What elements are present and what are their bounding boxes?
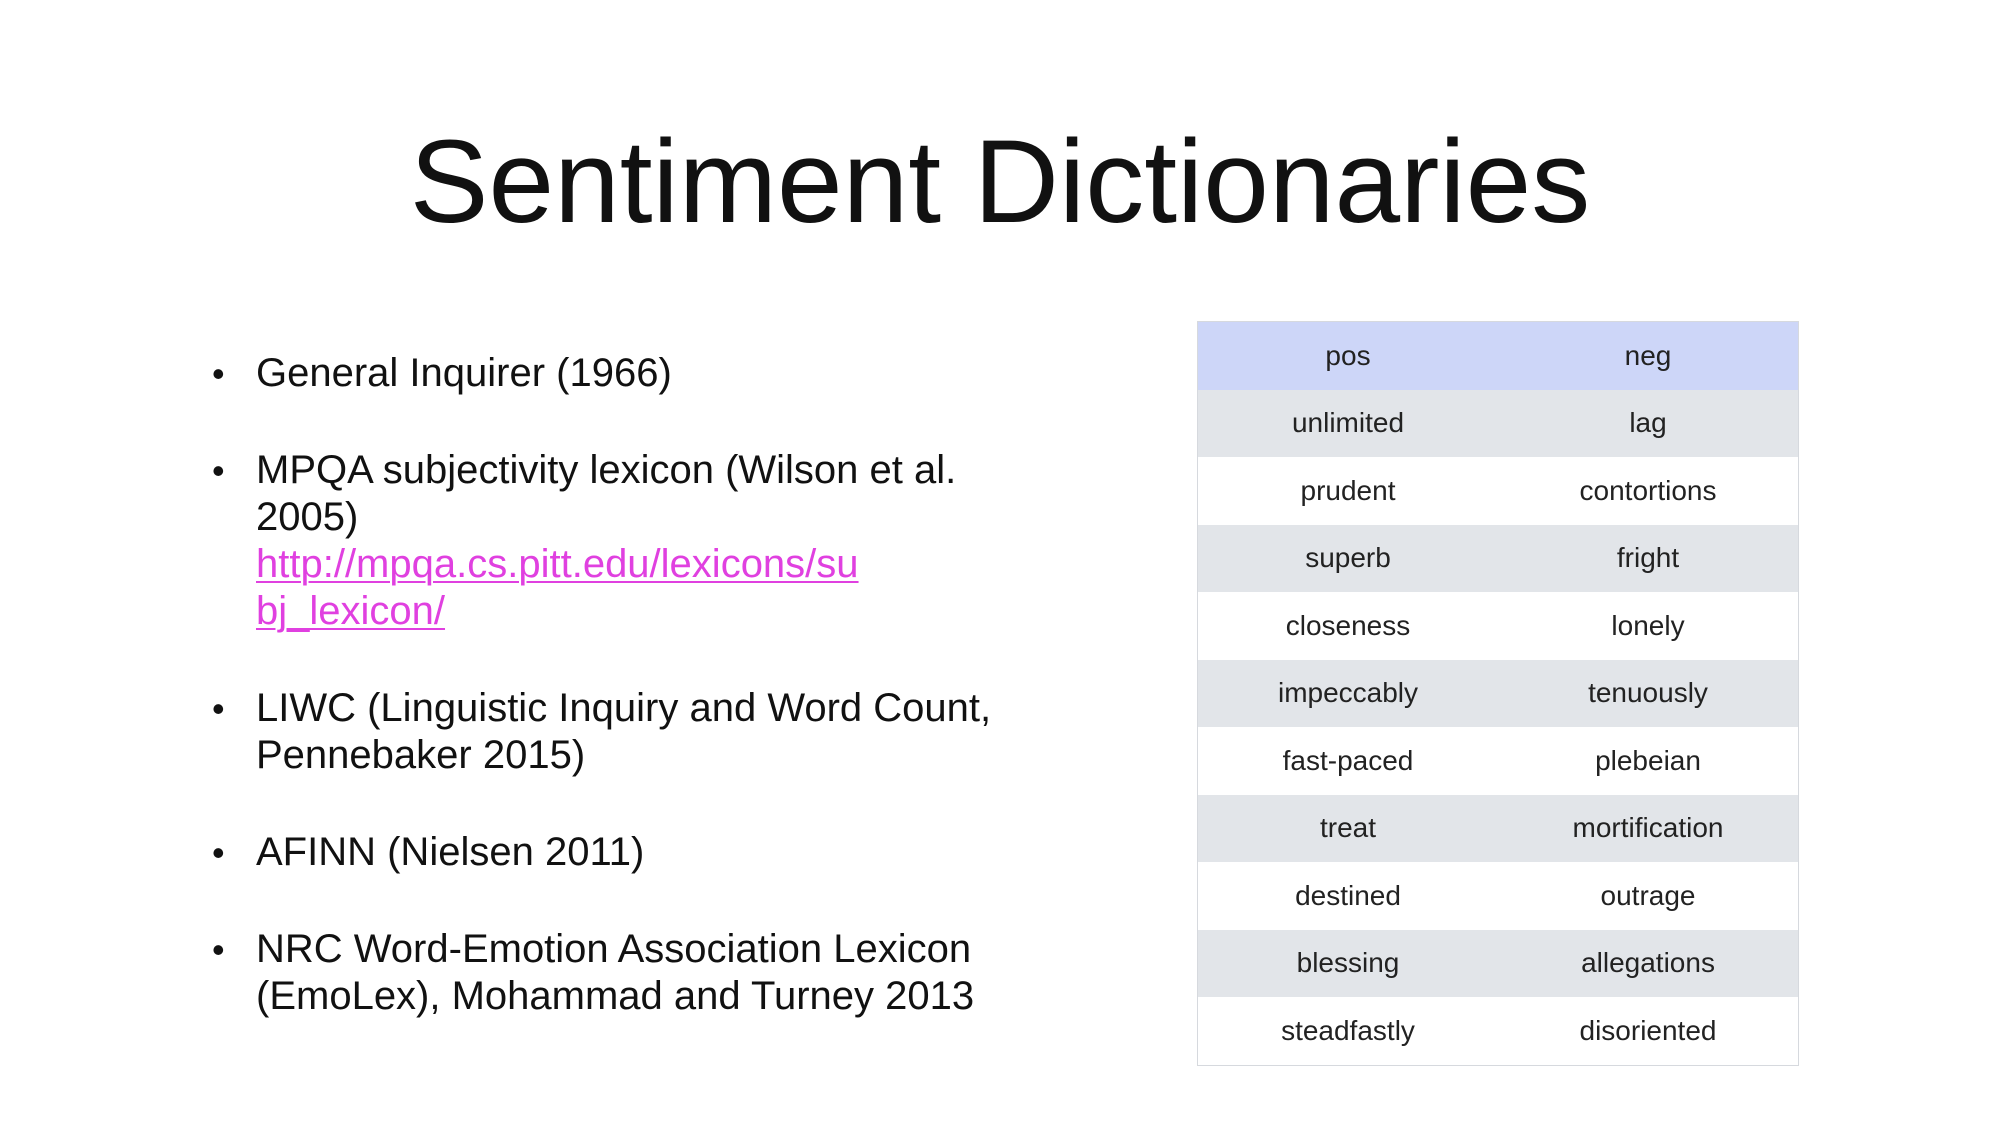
- table-row: steadfastly disoriented: [1197, 997, 1799, 1065]
- list-item-nrc-emolex: NRC Word-Emotion Association Lexicon (Em…: [212, 926, 1032, 1020]
- table-header-row: pos neg: [1197, 321, 1799, 390]
- list-item-general-inquirer: General Inquirer (1966): [212, 350, 1032, 397]
- table-cell-pos: blessing: [1296, 947, 1400, 979]
- list-item-text: MPQA subjectivity lexicon (Wilson et al.…: [256, 448, 957, 539]
- table-row: superb fright: [1197, 524, 1799, 592]
- slide-title: Sentiment Dictionaries: [409, 116, 1591, 248]
- list-item-mpqa: MPQA subjectivity lexicon (Wilson et al.…: [212, 447, 1032, 635]
- table-cell-neg: lag: [1629, 407, 1667, 439]
- table-cell-pos: treat: [1319, 812, 1377, 844]
- table-row: destined outrage: [1197, 862, 1799, 930]
- table-cell-neg: plebeian: [1595, 744, 1701, 776]
- table-cell-pos: superb: [1305, 542, 1391, 574]
- table-row: blessing allegations: [1197, 929, 1799, 997]
- column-header-pos: pos: [1325, 339, 1371, 371]
- list-item-text: AFINN (Nielsen 2011): [256, 830, 645, 874]
- table-row: closeness lonely: [1197, 592, 1799, 660]
- table-cell-pos: destined: [1295, 879, 1401, 911]
- table-cell-neg: lonely: [1611, 609, 1685, 641]
- table-cell-pos: fast-paced: [1282, 744, 1414, 776]
- list-item-liwc: LIWC (Linguistic Inquiry and Word Count,…: [212, 685, 1032, 779]
- table-row: treat mortification: [1197, 794, 1799, 862]
- table-cell-pos: impeccably: [1277, 677, 1419, 709]
- table-row: impeccably tenuously: [1197, 659, 1799, 727]
- table-cell-pos: steadfastly: [1281, 1014, 1415, 1046]
- table-cell-pos: closeness: [1285, 609, 1411, 641]
- dictionary-list: General Inquirer (1966) MPQA subjectivit…: [212, 350, 1032, 1070]
- sentiment-word-table: pos neg unlimited lag prudent contortion…: [1197, 321, 1799, 1066]
- table-row: fast-paced plebeian: [1197, 727, 1799, 795]
- column-header-neg: neg: [1624, 339, 1672, 371]
- mpqa-link[interactable]: http://mpqa.cs.pitt.edu/lexicons/subj_le…: [256, 542, 859, 633]
- table-row: prudent contortions: [1197, 457, 1799, 525]
- list-item-text: LIWC (Linguistic Inquiry and Word Count,…: [256, 686, 992, 777]
- table-cell-neg: contortions: [1579, 474, 1717, 506]
- table-cell-neg: allegations: [1581, 947, 1715, 979]
- list-item-afinn: AFINN (Nielsen 2011): [212, 829, 1032, 876]
- table-cell-neg: mortification: [1572, 812, 1724, 844]
- table-cell-pos: prudent: [1300, 474, 1396, 506]
- list-item-text: NRC Word-Emotion Association Lexicon (Em…: [256, 927, 975, 1018]
- table-cell-neg: fright: [1616, 542, 1680, 574]
- table-row: unlimited lag: [1197, 389, 1799, 457]
- table-cell-neg: tenuously: [1588, 677, 1708, 709]
- table-cell-pos: unlimited: [1291, 407, 1405, 439]
- table-cell-neg: disoriented: [1579, 1014, 1717, 1046]
- list-item-text: General Inquirer (1966): [256, 351, 672, 395]
- table-cell-neg: outrage: [1600, 879, 1696, 911]
